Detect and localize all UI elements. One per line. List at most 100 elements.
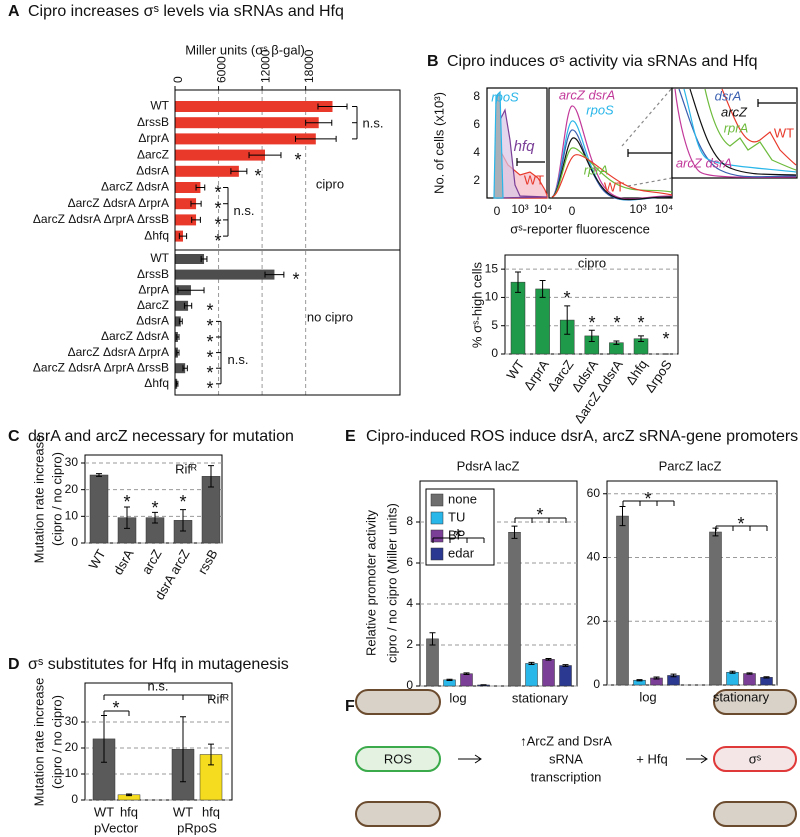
tick-label: 6 bbox=[473, 117, 480, 131]
panel-letter: B bbox=[427, 53, 439, 70]
error-bar bbox=[248, 152, 282, 159]
error-bar bbox=[208, 743, 214, 766]
y-tick-label: 15 bbox=[485, 261, 499, 275]
error-bar bbox=[183, 302, 193, 309]
y-axis-label: (cipro / no cipro) bbox=[49, 695, 64, 789]
plot-frame bbox=[606, 480, 778, 686]
annotation: * bbox=[644, 489, 651, 509]
curve-label: arcZ bbox=[721, 104, 748, 119]
x-tick-label: log bbox=[639, 689, 656, 704]
curve-label: WT bbox=[524, 172, 544, 187]
x-tick-label: dsrA bbox=[110, 546, 137, 577]
y-axis-label: Mutation rate increase bbox=[31, 435, 46, 564]
error-bar bbox=[182, 365, 188, 372]
error-bar bbox=[126, 793, 132, 797]
x-tick-label: arcZ bbox=[139, 547, 165, 577]
plot-frame bbox=[174, 89, 401, 396]
annotation: * bbox=[294, 150, 301, 170]
error-bar bbox=[746, 672, 753, 675]
curve-label: WT bbox=[604, 179, 624, 194]
category-label: ΔdsrA bbox=[136, 314, 169, 328]
error-bar bbox=[528, 661, 535, 665]
tick-label: 10⁴ bbox=[655, 202, 674, 216]
category-label: ΔarcZ ΔdsrA bbox=[101, 329, 169, 343]
curve-label: WT bbox=[774, 125, 794, 140]
bar bbox=[175, 133, 316, 145]
x-tick-label: stationary bbox=[713, 689, 770, 704]
x-tick-label: log bbox=[449, 690, 466, 705]
y-tick-label: 30 bbox=[65, 714, 79, 728]
annotation: * bbox=[206, 316, 213, 336]
category-label: Δhfq bbox=[144, 228, 169, 242]
subtitle: PdsrA lacZ bbox=[457, 458, 520, 473]
x-axis-label: Miller units (σˢ β-gal) bbox=[185, 42, 305, 57]
histogram-curve bbox=[689, 88, 797, 176]
bar bbox=[175, 269, 275, 280]
x-tick-label: 12000 bbox=[258, 49, 272, 83]
error-bar bbox=[195, 184, 206, 191]
panel-letter: E bbox=[345, 428, 356, 445]
arrow bbox=[686, 754, 708, 764]
x-tick-label: hfq bbox=[202, 804, 220, 819]
subtitle: cipro bbox=[578, 255, 606, 270]
y-axis-label: % σˢ-high cells bbox=[469, 261, 484, 348]
category-label: ΔdsrA bbox=[136, 163, 169, 177]
annotation: * bbox=[613, 313, 620, 333]
cells bbox=[355, 689, 797, 827]
histogram-curve bbox=[704, 88, 797, 171]
y-tick-label: 5 bbox=[491, 318, 498, 332]
bar bbox=[175, 198, 197, 210]
error-bar bbox=[230, 168, 248, 175]
y-tick-label: 0 bbox=[491, 346, 498, 360]
y-axis-label: (cipro / no cipro) bbox=[49, 452, 64, 546]
error-bar bbox=[190, 200, 202, 207]
annotation: * bbox=[292, 269, 299, 289]
operator: + Hfq bbox=[636, 751, 667, 766]
error-bar bbox=[200, 256, 208, 262]
bar bbox=[175, 101, 333, 112]
category-label: ΔarcZ ΔdsrA ΔrprA ΔrssB bbox=[33, 360, 169, 374]
annotation: Rifᴿ bbox=[175, 461, 197, 476]
y-tick-label: 8 bbox=[406, 514, 413, 528]
bar bbox=[726, 672, 739, 686]
panel-letter: D bbox=[8, 656, 20, 673]
bar bbox=[616, 515, 629, 686]
bar bbox=[175, 182, 201, 193]
legend-swatch bbox=[430, 547, 444, 561]
annotation: * bbox=[206, 332, 213, 352]
error-bar bbox=[763, 676, 770, 679]
category-label: WT bbox=[150, 99, 169, 113]
error-bar bbox=[180, 716, 186, 783]
error-bar bbox=[636, 679, 643, 682]
legend-swatch bbox=[430, 493, 444, 507]
step-text: sRNA bbox=[549, 751, 583, 766]
histogram-curve bbox=[493, 90, 504, 199]
curve-label: rpoS bbox=[586, 102, 614, 117]
bar bbox=[175, 316, 181, 327]
chart-title: σˢ substitutes for Hfq in mutagenesis bbox=[28, 656, 289, 673]
error-bar bbox=[588, 329, 595, 343]
error-bar bbox=[511, 525, 518, 539]
y-tick-label: 60 bbox=[587, 486, 601, 500]
step-text: ↑ArcZ and DsrA bbox=[520, 733, 612, 748]
legend-swatch bbox=[430, 511, 444, 525]
annotation: * bbox=[214, 231, 221, 251]
annotation: n.s. bbox=[148, 678, 169, 693]
curve-label: rpoS bbox=[491, 89, 519, 104]
legend-label: TU bbox=[448, 509, 465, 524]
histogram-curve bbox=[721, 88, 797, 166]
x-tick-label: WT bbox=[94, 804, 114, 819]
category-label: WT bbox=[150, 251, 169, 265]
annotation: n.s. bbox=[228, 352, 249, 367]
bar bbox=[525, 663, 538, 687]
histogram-curve bbox=[551, 105, 673, 200]
tick-label: 8 bbox=[473, 89, 480, 103]
annotation: * bbox=[206, 347, 213, 367]
tick-label: 10⁴ bbox=[534, 202, 553, 216]
annotation: n.s. bbox=[234, 203, 255, 218]
y-tick-label: 0 bbox=[71, 535, 78, 549]
annotation: * bbox=[206, 363, 213, 383]
histogram-curve bbox=[683, 88, 797, 173]
y-axis-label: Mutation rate increase bbox=[31, 678, 46, 807]
